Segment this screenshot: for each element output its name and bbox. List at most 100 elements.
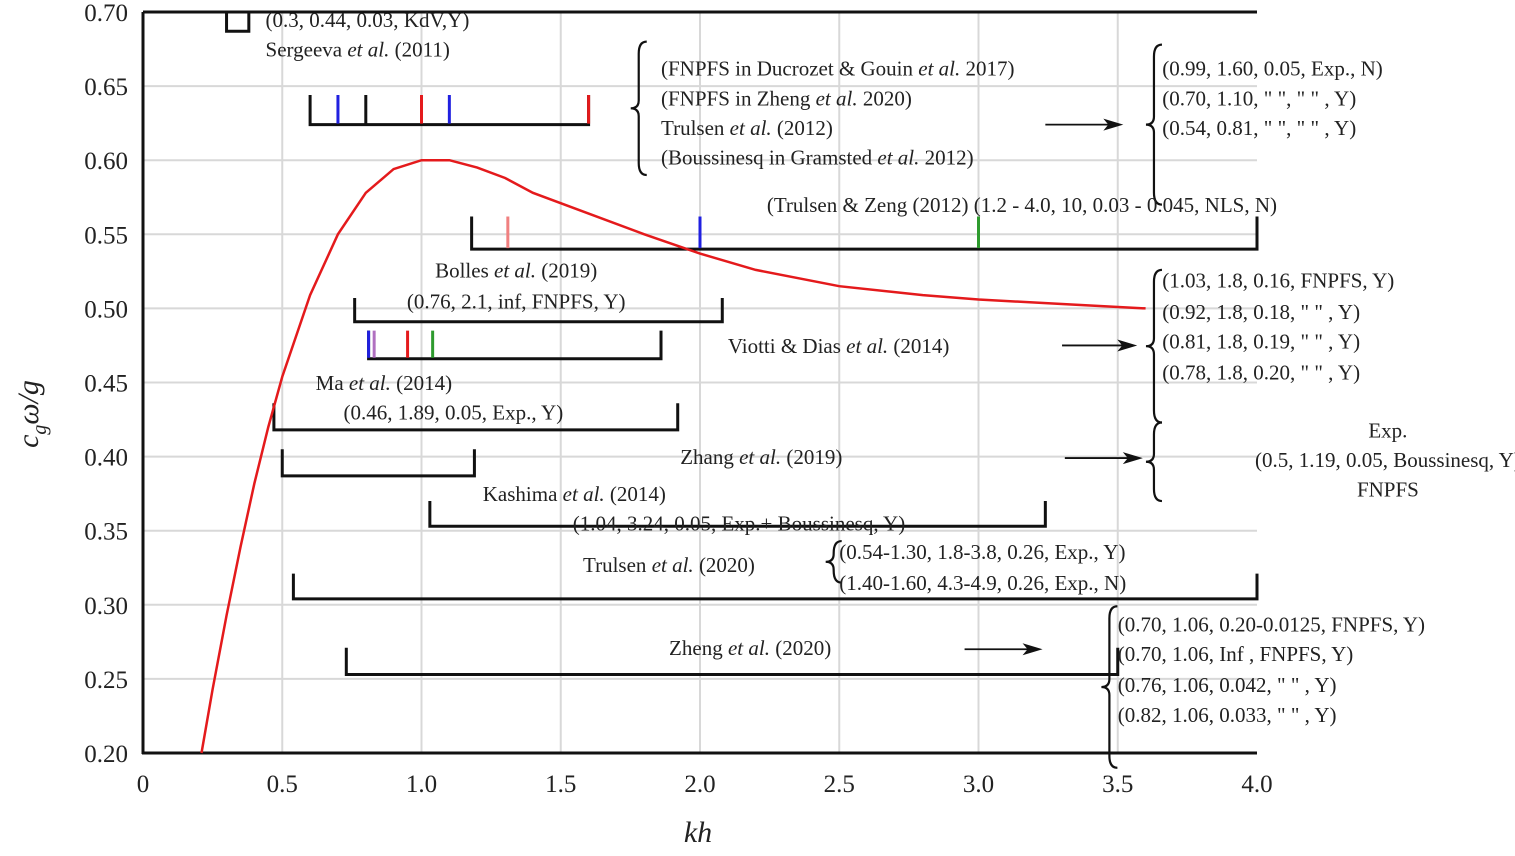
x-tick-label: 1.0 xyxy=(406,771,437,798)
annotation-part: (0.81, 1.8, 0.19, " " , Y) xyxy=(1162,329,1360,353)
annotation: Viotti & Dias et al. (2014) xyxy=(728,334,950,358)
y-tick-label: 0.65 xyxy=(84,74,128,101)
annotation: Zheng et al. (2020) xyxy=(669,636,831,660)
annotation: (0.99, 1.60, 0.05, Exp., N) xyxy=(1162,57,1382,81)
annotation: Bolles et al. (2019) xyxy=(435,258,597,282)
y-tick-label: 0.30 xyxy=(84,593,128,620)
y-tick-label: 0.70 xyxy=(84,0,128,27)
annotation-part: (0.3, 0.44, 0.03, KdV,Y) xyxy=(266,8,470,32)
annotation-part: 2020) xyxy=(858,86,912,110)
annotation: (0.70, 1.06, Inf , FNPFS, Y) xyxy=(1118,642,1354,666)
annotation: Zhang et al. (2019) xyxy=(680,445,842,469)
annotation-etal: et al. xyxy=(816,86,858,110)
annotation-part: Trulsen xyxy=(661,116,730,140)
annotation: (1.40-1.60, 4.3-4.9, 0.26, Exp., N) xyxy=(839,571,1126,595)
data-range-brackets xyxy=(225,12,1259,676)
y-axis-title-sub: g xyxy=(29,425,51,435)
curly-brace xyxy=(1101,605,1118,769)
annotation-etal: et al. xyxy=(728,636,770,660)
annotation: Exp. xyxy=(1368,418,1407,442)
annotation-part: (2019) xyxy=(536,258,597,282)
annotation-part: (FNPFS in Zheng xyxy=(661,86,816,110)
annotation-part: Bolles xyxy=(435,258,494,282)
annotation: (FNPFS in Zheng et al. 2020) xyxy=(661,86,912,110)
annotation: Kashima et al. (2014) xyxy=(483,482,666,506)
range-bracket xyxy=(225,12,251,33)
annotation-etal: et al. xyxy=(563,482,605,506)
annotation: (0.76, 2.1, inf, FNPFS, Y) xyxy=(407,289,626,313)
annotation: Ma et al. (2014) xyxy=(316,371,453,395)
annotation-etal: et al. xyxy=(347,37,389,61)
annotation-part: (2020) xyxy=(694,553,755,577)
annotation-part: (Trulsen & Zeng (2012) (1.2 - 4.0, 10, 0… xyxy=(767,193,1277,217)
annotation-part: (FNPFS in Ducrozet & Gouin xyxy=(661,57,918,81)
annotation: (FNPFS in Ducrozet & Gouin et al. 2017) xyxy=(661,57,1015,81)
annotation-part: (Boussinesq in Gramsted xyxy=(661,146,877,170)
x-tick-label: 0.5 xyxy=(267,771,298,798)
annotation: (0.54-1.30, 1.8-3.8, 0.26, Exp., Y) xyxy=(839,540,1125,564)
annotation-part: (1.03, 1.8, 0.16, FNPFS, Y) xyxy=(1162,269,1394,293)
annotation: (1.04, 3.24, 0.05, Exp.+ Boussinesq, Y) xyxy=(573,512,905,536)
annotation: (Boussinesq in Gramsted et al. 2012) xyxy=(661,146,974,170)
annotation: (0.78, 1.8, 0.20, " " , Y) xyxy=(1162,361,1360,385)
annotation-etal: et al. xyxy=(730,116,772,140)
annotation: (0.46, 1.89, 0.05, Exp., Y) xyxy=(344,401,564,425)
annotation-part: Exp. xyxy=(1368,418,1407,442)
x-axis-title: kh xyxy=(684,816,712,849)
annotation-part: Viotti & Dias xyxy=(728,334,846,358)
curly-brace xyxy=(1145,43,1163,206)
y-tick-label: 0.25 xyxy=(84,667,128,694)
arrow-head xyxy=(1103,118,1124,131)
y-axis-title-rest: ω/g xyxy=(12,380,45,425)
annotation-part: (0.5, 1.19, 0.05, Boussinesq, Y) xyxy=(1255,448,1515,472)
annotation: Trulsen et al. (2012) xyxy=(661,116,833,140)
annotation-etal: et al. xyxy=(349,371,391,395)
annotation-etal: et al. xyxy=(918,57,960,81)
x-tick-label: 1.5 xyxy=(545,771,576,798)
annotation: (0.81, 1.8, 0.19, " " , Y) xyxy=(1162,329,1360,353)
annotation-part: 2012) xyxy=(919,146,973,170)
annotations: (0.3, 0.44, 0.03, KdV,Y) Sergeeva et al. … xyxy=(266,8,1515,727)
annotation-part: (2019) xyxy=(781,445,842,469)
annotation-part: (2014) xyxy=(888,334,949,358)
annotation-part: (0.99, 1.60, 0.05, Exp., N) xyxy=(1162,57,1382,81)
x-tick-label: 3.5 xyxy=(1102,771,1133,798)
curly-brace xyxy=(630,40,647,177)
y-axis-title-c: c xyxy=(12,435,45,448)
annotation-part: (0.70, 1.10, " ", " " , Y) xyxy=(1162,86,1356,110)
annotation: Trulsen et al. (2020) xyxy=(583,553,755,577)
range-bracket xyxy=(344,647,1120,676)
annotation-part: (2011) xyxy=(389,37,449,61)
annotation: Sergeeva et al. (2011) xyxy=(266,37,450,61)
annotation-part: (0.76, 2.1, inf, FNPFS, Y) xyxy=(407,289,626,313)
arrows xyxy=(964,118,1143,656)
annotation-part: (0.70, 1.06, Inf , FNPFS, Y) xyxy=(1118,642,1354,666)
annotation: (0.76, 1.06, 0.042, " " , Y) xyxy=(1118,673,1337,697)
annotation: (0.70, 1.06, 0.20-0.0125, FNPFS, Y) xyxy=(1118,612,1425,636)
group-velocity-curve xyxy=(200,158,1146,754)
annotation: (0.5, 1.19, 0.05, Boussinesq, Y) xyxy=(1255,448,1515,472)
annotation: (0.70, 1.10, " ", " " , Y) xyxy=(1162,86,1356,110)
range-bracket xyxy=(291,573,1259,601)
annotation: (1.03, 1.8, 0.16, FNPFS, Y) xyxy=(1162,269,1394,293)
annotation-part: (2012) xyxy=(772,116,833,140)
y-tick-label: 0.35 xyxy=(84,519,128,546)
annotation-etal: et al. xyxy=(846,334,888,358)
arrow-head xyxy=(1122,452,1143,465)
y-tick-label: 0.55 xyxy=(84,222,128,249)
annotation: (Trulsen & Zeng (2012) (1.2 - 4.0, 10, 0… xyxy=(767,193,1277,217)
y-axis-ticks: 0.20 0.25 0.30 0.35 0.40 0.45 0.50 0.55 0.60 0.65… xyxy=(84,0,128,768)
x-tick-label: 3.0 xyxy=(963,771,994,798)
x-tick-label: 0 xyxy=(137,771,150,798)
annotation-part: (0.76, 1.06, 0.042, " " , Y) xyxy=(1118,673,1337,697)
curly-brace xyxy=(1145,421,1163,503)
x-tick-label: 2.0 xyxy=(684,771,715,798)
annotation-part: Zheng xyxy=(669,636,728,660)
curly-brace xyxy=(1145,268,1163,424)
range-bracket xyxy=(353,298,724,324)
annotation-etal: et al. xyxy=(494,258,536,282)
y-tick-label: 0.60 xyxy=(84,148,128,175)
annotation-part: (0.54-1.30, 1.8-3.8, 0.26, Exp., Y) xyxy=(839,540,1125,564)
x-axis-ticks: 0 0.5 1.0 1.5 2.0 2.5 3.0 3.5 4.0 xyxy=(137,771,1273,798)
